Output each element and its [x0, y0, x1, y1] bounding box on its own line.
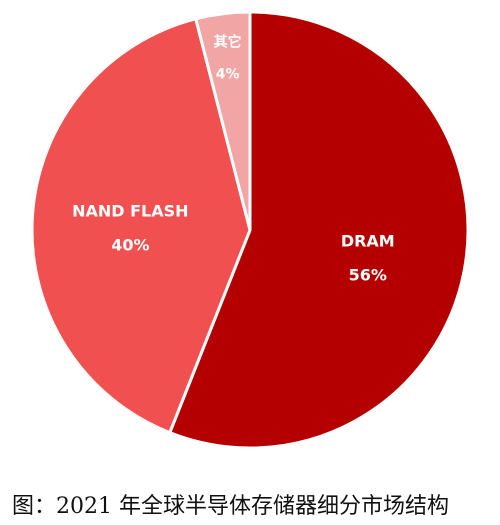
pie-slice-2 [194, 10, 252, 232]
pie-slice-label-1: NAND FLASH [72, 201, 188, 220]
pie-chart: DRAM 56% NAND FLASH 40% 其它 4% [30, 10, 470, 450]
chart-caption: 图：2021 年全球半导体存储器细分市场结构 [12, 494, 449, 519]
pie-slice-value-1: 40% [111, 235, 149, 254]
pie-slice-label-0: DRAM [341, 231, 395, 250]
pie-slice-value-2: 4% [216, 67, 240, 83]
pie-slice-label-2: 其它 [214, 34, 242, 51]
pie-slice-0 [168, 10, 470, 450]
pie-slice-value-0: 56% [349, 265, 387, 284]
pie-slice-1 [30, 17, 252, 435]
pie-slices [30, 10, 470, 450]
pie-labels: DRAM 56% NAND FLASH 40% 其它 4% [72, 34, 395, 285]
